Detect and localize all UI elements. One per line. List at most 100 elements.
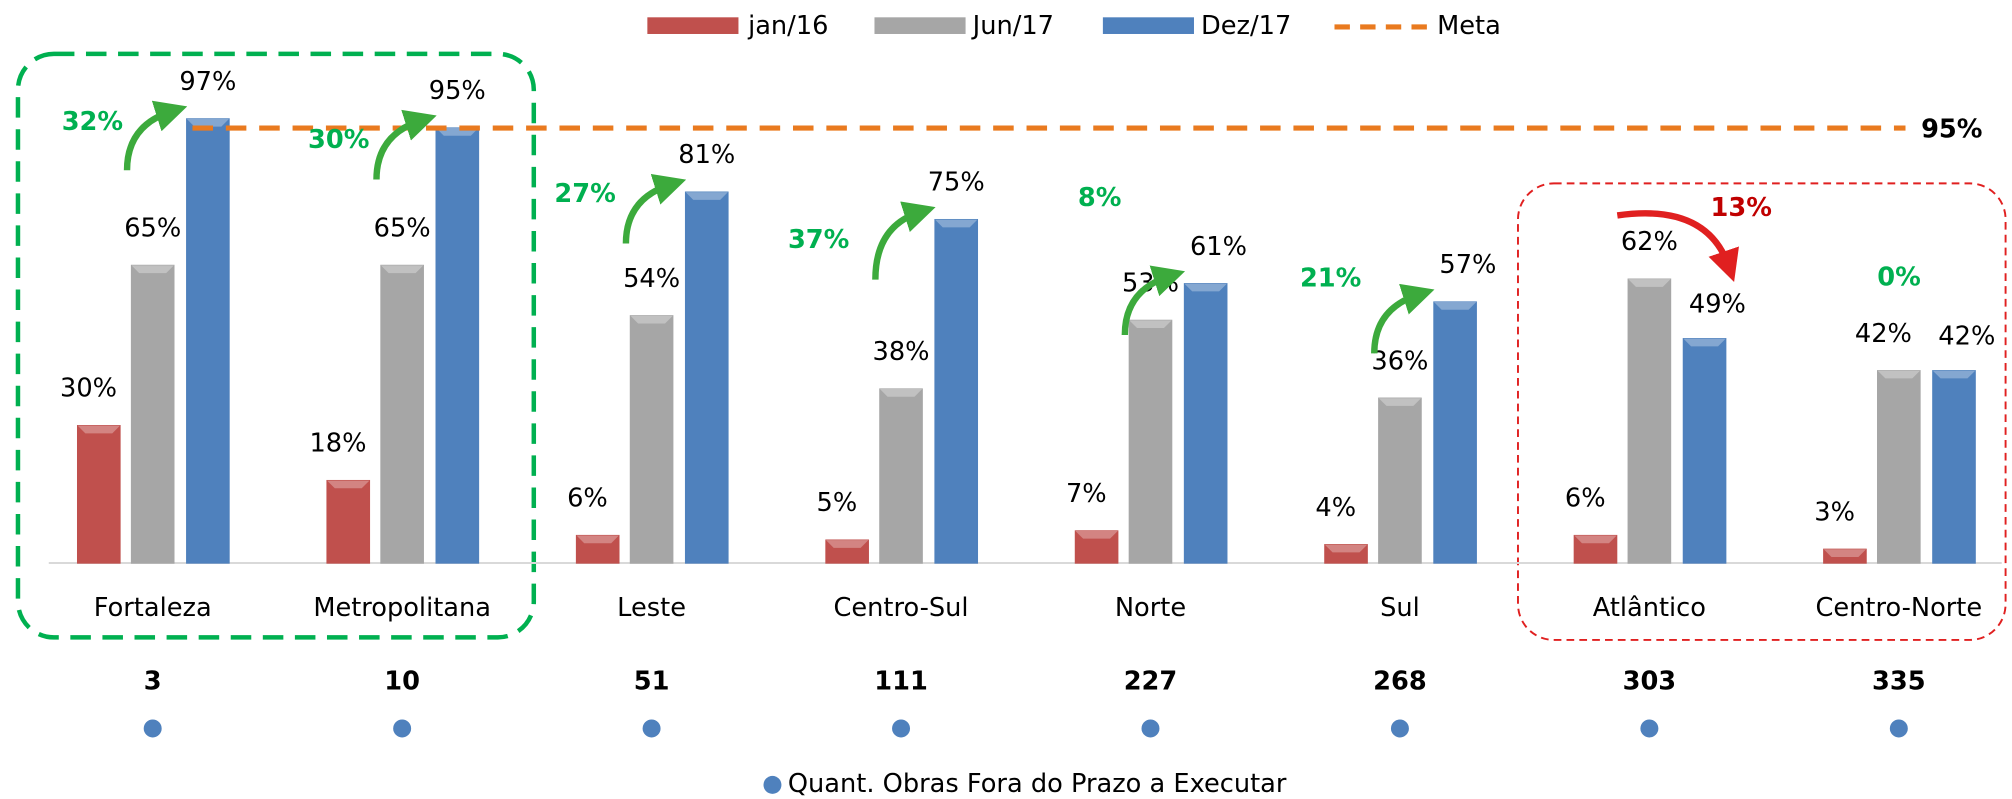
bar — [326, 479, 371, 564]
count-dot — [143, 719, 162, 738]
bar — [1378, 397, 1422, 564]
bar — [1877, 370, 1921, 564]
legend-dot — [763, 775, 782, 794]
count-label: 303 — [1623, 666, 1677, 696]
change-arrow — [1616, 210, 1739, 282]
count-dot — [1390, 719, 1409, 738]
bar — [1433, 301, 1477, 564]
bar-top — [1433, 302, 1477, 310]
value-label: 3% — [1814, 497, 1855, 527]
value-label: 61% — [1190, 232, 1247, 262]
bar — [435, 127, 480, 564]
bar-top — [186, 118, 230, 127]
value-label: 81% — [678, 140, 735, 170]
value-label: 6% — [1565, 484, 1606, 514]
value-label: 5% — [817, 488, 858, 518]
bar-top — [1683, 338, 1726, 347]
x-tick-label: Metropolitana — [313, 593, 491, 623]
count-label: 3 — [144, 666, 162, 696]
count-dot — [892, 719, 911, 738]
bar — [825, 539, 869, 564]
bar-top — [1378, 398, 1422, 406]
bar — [1074, 530, 1119, 564]
bar-top — [327, 480, 370, 489]
bar-top — [77, 425, 120, 434]
legend-label: Jun/17 — [971, 11, 1054, 41]
bar-top — [1574, 535, 1617, 544]
x-tick-label: Centro-Sul — [834, 593, 969, 623]
count-label: 111 — [874, 666, 928, 696]
bar — [684, 191, 729, 564]
bar — [575, 534, 620, 564]
bar — [1932, 370, 1976, 564]
meta-label: 95% — [1921, 115, 1982, 145]
value-label: 62% — [1621, 227, 1678, 257]
value-label: 65% — [374, 214, 431, 244]
bar — [629, 315, 674, 564]
bar-top — [1823, 549, 1867, 557]
change-label: 27% — [554, 179, 615, 209]
bar-top — [630, 315, 673, 324]
bar-top — [576, 535, 619, 544]
x-tick-label: Norte — [1115, 593, 1186, 623]
bar — [1823, 548, 1867, 564]
bar-top — [879, 389, 923, 397]
value-label: 97% — [179, 67, 236, 97]
change-label: 8% — [1078, 183, 1122, 213]
bar-top — [1324, 544, 1368, 553]
x-tick-label: Atlântico — [1593, 593, 1706, 623]
bar-top — [1075, 530, 1118, 539]
change-label: 0% — [1877, 262, 1921, 292]
value-label: 38% — [873, 337, 930, 367]
value-label: 57% — [1439, 250, 1496, 280]
value-label: 6% — [567, 484, 608, 514]
count-label: 268 — [1373, 666, 1427, 696]
value-label: 7% — [1066, 479, 1107, 509]
change-arrow — [872, 201, 936, 280]
legend-label: Dez/17 — [1201, 11, 1291, 41]
bar-top — [1184, 283, 1227, 292]
change-label: 13% — [1711, 193, 1772, 223]
value-label: 95% — [429, 76, 486, 106]
legend-swatch — [647, 17, 739, 34]
value-label: 42% — [1855, 319, 1912, 349]
x-tick-label: Sul — [1380, 593, 1420, 623]
change-arrow — [123, 100, 188, 171]
bar — [1128, 319, 1173, 564]
bar — [934, 218, 979, 564]
value-label: 30% — [60, 374, 117, 404]
legend-label: Quant. Obras Fora do Prazo a Executar — [788, 769, 1287, 799]
bar-top — [1628, 279, 1671, 287]
legend-label: jan/16 — [747, 11, 828, 41]
count-label: 335 — [1872, 666, 1926, 696]
change-label: 21% — [1300, 264, 1361, 294]
value-label: 75% — [928, 168, 985, 198]
bar-top — [1877, 370, 1920, 379]
count-label: 10 — [384, 666, 420, 696]
count-dot — [1889, 719, 1908, 738]
bar-top — [131, 265, 174, 274]
highlight-box — [1517, 182, 2007, 641]
count-label: 227 — [1124, 666, 1178, 696]
bar — [76, 425, 121, 564]
legend-swatch — [1102, 17, 1194, 34]
x-tick-label: Leste — [617, 593, 686, 623]
count-dot — [1640, 719, 1659, 738]
bar-top — [1129, 320, 1172, 329]
change-arrow — [1121, 265, 1186, 336]
change-label: 30% — [308, 125, 369, 155]
count-label: 51 — [634, 666, 670, 696]
change-label: 32% — [62, 107, 123, 137]
value-label: 54% — [623, 264, 680, 294]
count-dot — [642, 719, 661, 738]
value-label: 36% — [1371, 346, 1428, 376]
change-label: 37% — [788, 225, 849, 255]
legend-label: Meta — [1437, 11, 1501, 41]
bar — [1627, 278, 1672, 564]
change-arrow — [1371, 283, 1435, 354]
bar-top — [1932, 370, 1976, 379]
value-label: 65% — [124, 214, 181, 244]
count-dot — [393, 719, 412, 738]
change-arrow — [622, 173, 687, 244]
highlight-box — [15, 51, 537, 640]
